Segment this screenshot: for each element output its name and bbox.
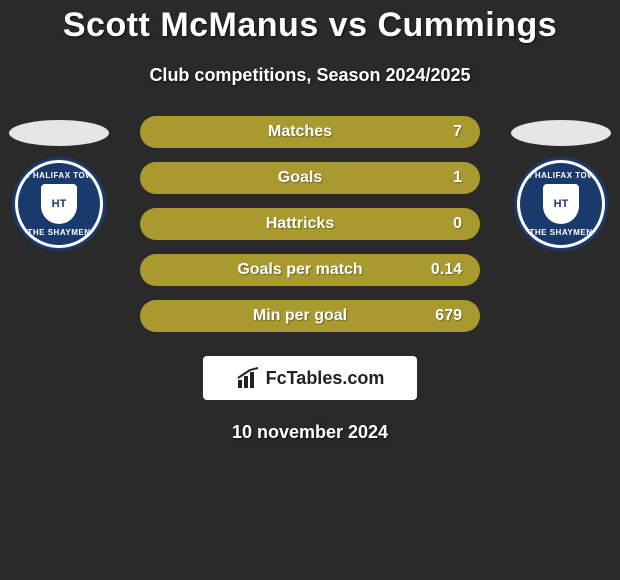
stat-label: Min per goal bbox=[178, 307, 422, 325]
shield-icon: HT bbox=[543, 184, 579, 224]
stat-right-value: 7 bbox=[422, 123, 462, 141]
stat-right-value: 0 bbox=[422, 215, 462, 233]
stat-bar: Min per goal679 bbox=[140, 300, 480, 332]
stat-bar: Goals1 bbox=[140, 162, 480, 194]
comparison-content: FC HALIFAX TOWN HT THE SHAYMEN FC HALIFA… bbox=[0, 116, 620, 443]
stat-label: Hattricks bbox=[178, 215, 422, 233]
stat-right-value: 679 bbox=[422, 307, 462, 325]
chart-icon bbox=[236, 366, 260, 390]
left-club-crest: FC HALIFAX TOWN HT THE SHAYMEN bbox=[15, 160, 103, 248]
left-marker bbox=[9, 120, 109, 146]
branding-box: FcTables.com bbox=[203, 356, 417, 400]
right-marker bbox=[511, 120, 611, 146]
left-player-badge: FC HALIFAX TOWN HT THE SHAYMEN bbox=[4, 116, 114, 248]
stat-label: Goals per match bbox=[178, 261, 422, 279]
stat-bar: Hattricks0 bbox=[140, 208, 480, 240]
date-text: 10 november 2024 bbox=[0, 422, 620, 443]
stat-label: Goals bbox=[178, 169, 422, 187]
stat-label: Matches bbox=[178, 123, 422, 141]
right-club-crest: FC HALIFAX TOWN HT THE SHAYMEN bbox=[517, 160, 605, 248]
stats-list: Matches7Goals1Hattricks0Goals per match0… bbox=[140, 116, 480, 332]
stat-right-value: 0.14 bbox=[422, 261, 462, 279]
crest-top-text: FC HALIFAX TOWN bbox=[520, 171, 602, 180]
brand-text: FcTables.com bbox=[266, 368, 385, 389]
subtitle: Club competitions, Season 2024/2025 bbox=[0, 65, 620, 86]
stat-bar: Goals per match0.14 bbox=[140, 254, 480, 286]
crest-bottom-text: THE SHAYMEN bbox=[520, 228, 602, 237]
shield-icon: HT bbox=[41, 184, 77, 224]
stat-bar: Matches7 bbox=[140, 116, 480, 148]
stat-right-value: 1 bbox=[422, 169, 462, 187]
crest-top-text: FC HALIFAX TOWN bbox=[18, 171, 100, 180]
crest-bottom-text: THE SHAYMEN bbox=[18, 228, 100, 237]
right-player-badge: FC HALIFAX TOWN HT THE SHAYMEN bbox=[506, 116, 616, 248]
page-title: Scott McManus vs Cummings bbox=[0, 0, 620, 45]
